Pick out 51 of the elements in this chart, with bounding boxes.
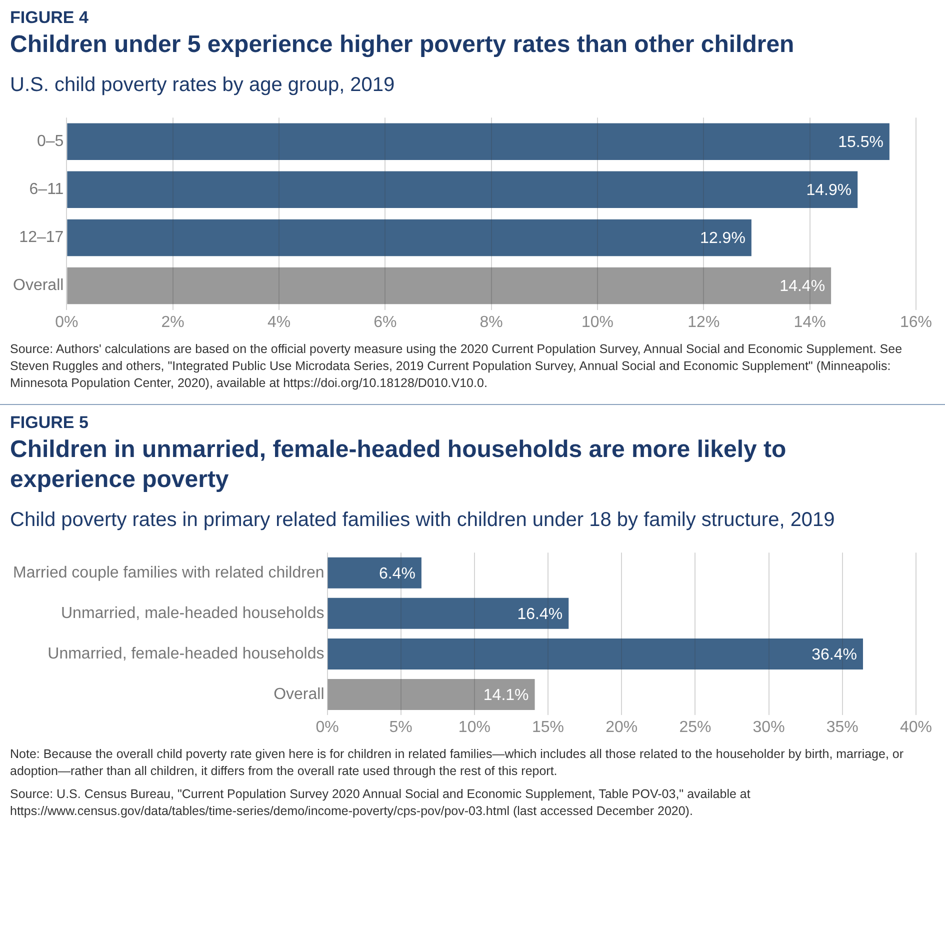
x-tick-label: 35% bbox=[826, 718, 858, 736]
x-tick-label: 14% bbox=[794, 314, 826, 331]
bar bbox=[328, 598, 569, 629]
bar bbox=[328, 679, 535, 710]
bar bbox=[67, 123, 890, 160]
y-tick-label: 0–5 bbox=[36, 133, 64, 150]
y-tick-label: Overall bbox=[274, 686, 324, 703]
x-tick-label: 20% bbox=[606, 718, 638, 736]
x-tick-label: 5% bbox=[389, 718, 412, 736]
x-tick-label: 15% bbox=[532, 718, 564, 736]
chart-title: Children in unmarried, female-headed households are more likely to experience poverty bbox=[10, 435, 788, 495]
y-tick-label: Married couple families with related children bbox=[13, 564, 324, 582]
x-tick-label: 4% bbox=[267, 314, 291, 331]
bar bbox=[67, 267, 832, 304]
bar bbox=[67, 219, 752, 256]
chart-subtitle: U.S. child poverty rates by age group, 2019 bbox=[10, 74, 396, 97]
source-note: Source: Authors' calculations are based on the official poverty measure using the 2020 Current Population Survey, Annual Social and Economic Supplement. See Steven Ruggles and others, "Integrated Public Use Microdata Series, 2019 Current Population Survey, Annual Social and Economic Supplement" (Minneapolis: Minnesota Population Center, 2020), available at https://doi.org/10.18128/D010.V10.0. bbox=[10, 341, 904, 392]
bar bbox=[328, 557, 422, 588]
x-tick-label: 30% bbox=[752, 718, 785, 736]
data-label: 16.4% bbox=[517, 606, 563, 623]
y-tick-label: 6–11 bbox=[29, 181, 64, 198]
chart-subtitle: Child poverty rates in primary related families with children under 18 by family structure, 2019 bbox=[10, 509, 836, 532]
x-tick-label: 10% bbox=[458, 718, 490, 736]
y-tick-label: Unmarried, female-headed households bbox=[48, 645, 324, 662]
x-tick-label: 25% bbox=[679, 718, 712, 736]
source-note: Source: U.S. Census Bureau, "Current Population Survey 2020 Annual Social and Economic Supplement, Table POV-03," available at https://www.census.gov/data/tables/time-series/demo/income-poverty/cps-pov/pov-03.html (last accessed December 2020). bbox=[10, 786, 752, 820]
data-label: 15.5% bbox=[838, 134, 884, 152]
caption: FIGURE 4 bbox=[10, 8, 90, 28]
data-label: 14.4% bbox=[780, 278, 826, 296]
bar bbox=[67, 171, 858, 208]
y-tick-label: Unmarried, male-headed households bbox=[60, 604, 324, 622]
data-label: 12.9% bbox=[700, 230, 746, 248]
x-tick-label: 0% bbox=[55, 314, 78, 331]
x-tick-label: 6% bbox=[374, 314, 397, 331]
x-tick-label: 2% bbox=[161, 314, 184, 331]
y-tick-label: Overall bbox=[12, 277, 64, 294]
data-label: 6.4% bbox=[378, 565, 416, 582]
data-label: 14.9% bbox=[806, 182, 852, 200]
x-tick-label: 10% bbox=[581, 314, 614, 331]
data-label: 14.1% bbox=[483, 686, 529, 704]
x-tick-label: 40% bbox=[900, 718, 932, 736]
chart-title: Children under 5 experience higher poverty rates than other children bbox=[10, 30, 796, 60]
bar bbox=[328, 638, 863, 670]
caption: FIGURE 5 bbox=[10, 413, 90, 433]
x-tick-label: 16% bbox=[900, 314, 932, 331]
x-tick-label: 8% bbox=[480, 314, 503, 331]
x-tick-label: 0% bbox=[316, 718, 339, 736]
data-label: 36.4% bbox=[812, 646, 857, 664]
y-tick-label: 12–17 bbox=[19, 229, 64, 246]
x-tick-label: 12% bbox=[688, 314, 720, 331]
text: Note: Because the overall child poverty rate given here is for children in related families—which includes all those related to the householder by birth, marriage, or adoption—rather than all children, it differs from the overall rate used through the rest of this report. bbox=[10, 746, 905, 780]
